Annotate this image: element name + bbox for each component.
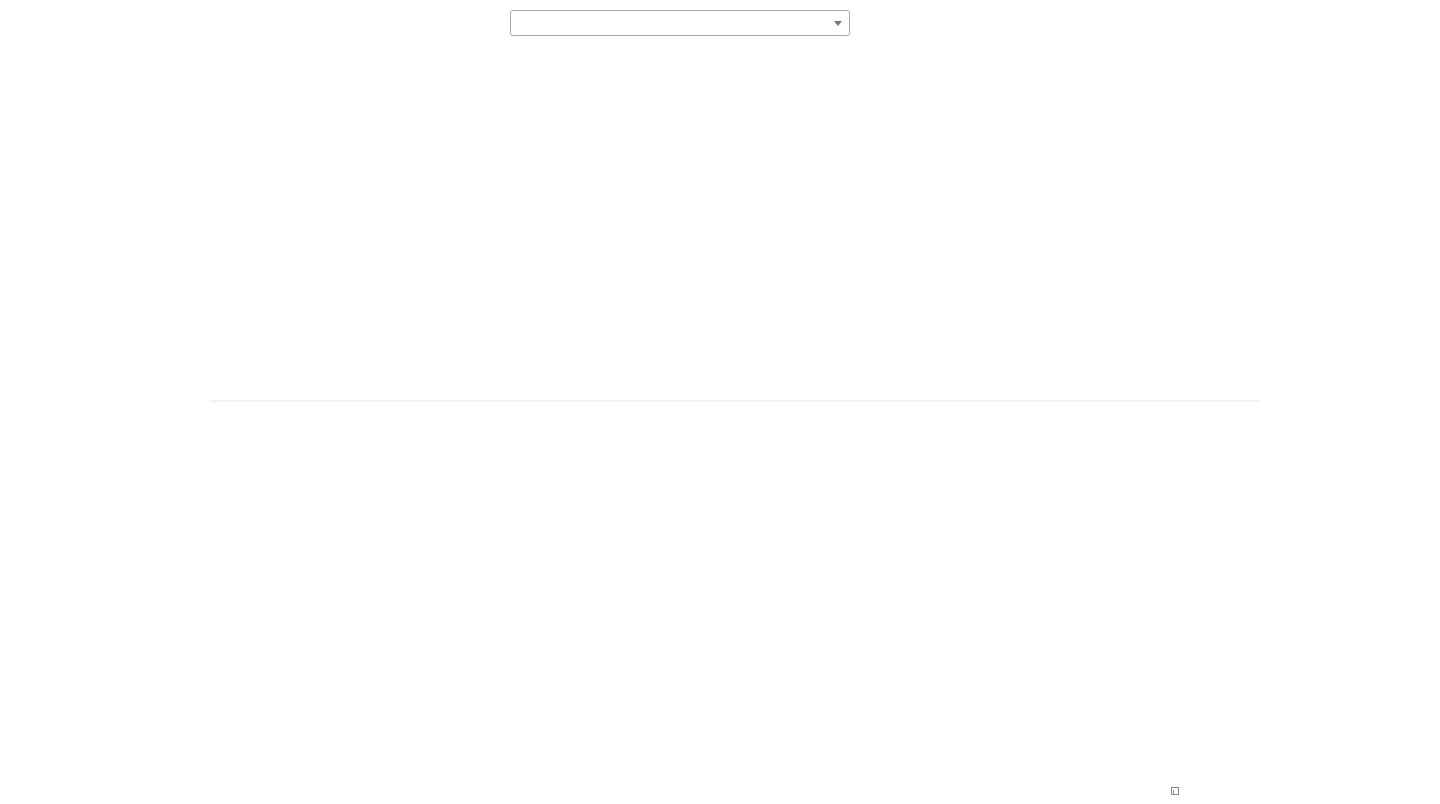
chevron-down-icon bbox=[834, 21, 842, 26]
chart-logo-icon bbox=[1171, 787, 1179, 795]
credits[interactable] bbox=[1171, 787, 1182, 795]
stock-select-dropdown[interactable] bbox=[510, 10, 850, 36]
stock-selector bbox=[505, 10, 850, 36]
